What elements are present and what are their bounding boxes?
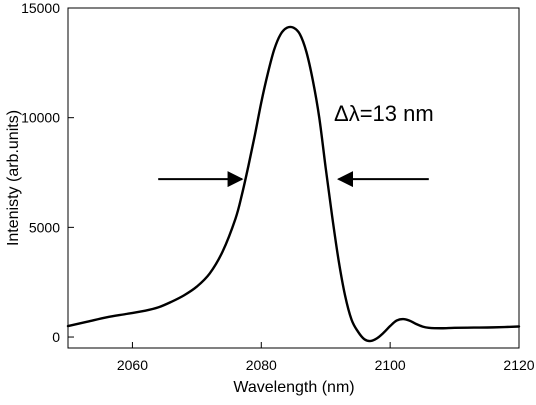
x-tick-label: 2120 [503,357,534,373]
plot-area: 2060 2080 2100 2120 0 5000 10000 15000 Δλ=13 n… [21,0,535,373]
x-axis-ticks: 2060 2080 2100 2120 [117,342,535,373]
x-axis-title: Wavelength (nm) [233,379,354,396]
series-line [66,25,521,343]
y-tick-label: 15000 [21,0,60,16]
y-axis-title: Intenisty (arb.units) [5,110,22,246]
x-tick-label: 2060 [117,357,148,373]
x-tick-label: 2100 [375,357,406,373]
delta-lambda-label: Δλ=13 nm [334,101,434,126]
y-tick-label: 5000 [29,219,60,235]
y-axis-ticks: 0 5000 10000 15000 [21,0,74,345]
y-tick-label: 0 [52,329,60,345]
plot-frame [67,7,520,349]
x-tick-label: 2080 [246,357,277,373]
y-tick-label: 10000 [21,110,60,126]
